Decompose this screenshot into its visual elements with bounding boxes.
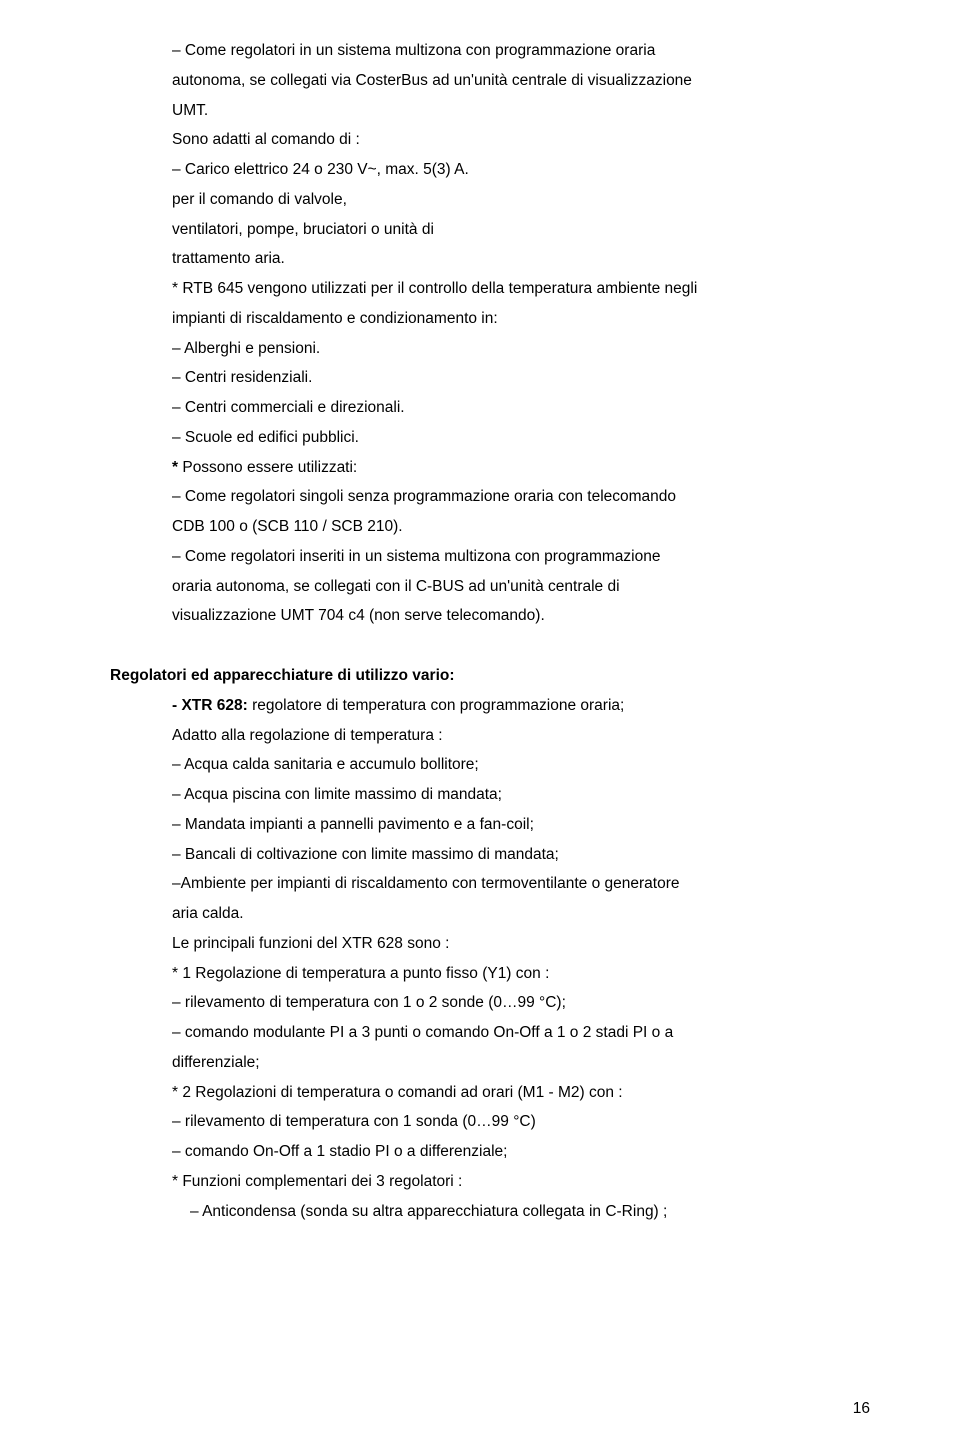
body-text: – Acqua piscina con limite massimo di ma… [172, 780, 870, 810]
body-text: UMT. [172, 96, 870, 126]
body-text: – Come regolatori inseriti in un sistema… [172, 542, 870, 572]
body-text: * RTB 645 vengono utilizzati per il cont… [172, 274, 870, 304]
body-text: * 2 Regolazioni di temperatura o comandi… [172, 1078, 870, 1108]
body-text: oraria autonoma, se collegati con il C-B… [172, 572, 870, 602]
body-text: Adatto alla regolazione di temperatura : [172, 721, 870, 751]
body-text: – Mandata impianti a pannelli pavimento … [172, 810, 870, 840]
body-text: – rilevamento di temperatura con 1 sonda… [172, 1107, 870, 1137]
page-number: 16 [853, 1394, 870, 1424]
body-text: – Centri commerciali e direzionali. [172, 393, 870, 423]
body-text: – comando modulante PI a 3 punti o coman… [172, 1018, 870, 1048]
body-text: – Come regolatori singoli senza programm… [172, 482, 870, 512]
body-text: autonoma, se collegati via CosterBus ad … [172, 66, 870, 96]
body-text: – Come regolatori in un sistema multizon… [172, 36, 870, 66]
body-text: trattamento aria. [172, 244, 870, 274]
body-text: – Scuole ed edifici pubblici. [172, 423, 870, 453]
body-text: – Carico elettrico 24 o 230 V~, max. 5(3… [172, 155, 870, 185]
body-text: Possono essere utilizzati: [178, 459, 357, 476]
body-text: * Funzioni complementari dei 3 regolator… [172, 1167, 870, 1197]
body-text: Le principali funzioni del XTR 628 sono … [172, 929, 870, 959]
body-text: * 1 Regolazione di temperatura a punto f… [172, 959, 870, 989]
body-text: – Acqua calda sanitaria e accumulo bolli… [172, 750, 870, 780]
body-text: impianti di riscaldamento e condizioname… [172, 304, 870, 334]
body-text: - XTR 628: regolatore di temperatura con… [172, 691, 870, 721]
body-text: * Possono essere utilizzati: [172, 453, 870, 483]
body-text: ventilatori, pompe, bruciatori o unità d… [172, 215, 870, 245]
body-text: regolatore di temperatura con programmaz… [248, 697, 625, 714]
body-text: CDB 100 o (SCB 110 / SCB 210). [172, 512, 870, 542]
body-text: –Ambiente per impianti di riscaldamento … [172, 869, 870, 899]
section-gap [110, 631, 870, 661]
body-text: Sono adatti al comando di : [172, 125, 870, 155]
body-text: – Alberghi e pensioni. [172, 334, 870, 364]
body-text: differenziale; [172, 1048, 870, 1078]
body-text: per il comando di valvole, [172, 185, 870, 215]
product-code: - XTR 628: [172, 697, 248, 714]
body-text: aria calda. [172, 899, 870, 929]
body-text: – Centri residenziali. [172, 363, 870, 393]
document-page: – Come regolatori in un sistema multizon… [0, 0, 960, 1446]
section-heading: Regolatori ed apparecchiature di utilizz… [110, 661, 870, 691]
body-text: – Bancali di coltivazione con limite mas… [172, 840, 870, 870]
body-text: – Anticondensa (sonda su altra apparecch… [190, 1197, 870, 1227]
body-text: – rilevamento di temperatura con 1 o 2 s… [172, 988, 870, 1018]
body-text: visualizzazione UMT 704 c4 (non serve te… [172, 601, 870, 631]
body-text: – comando On-Off a 1 stadio PI o a diffe… [172, 1137, 870, 1167]
